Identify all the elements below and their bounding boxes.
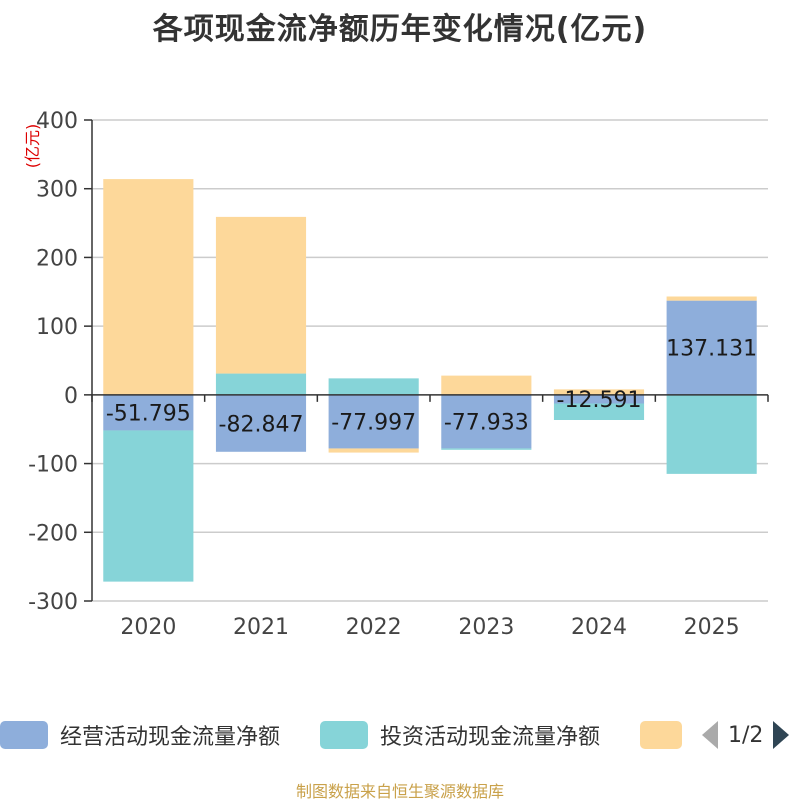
legend-swatch-investing <box>320 721 368 749</box>
legend-prev-icon[interactable] <box>702 721 718 749</box>
bar-series-1-2021 <box>215 373 307 395</box>
bar-series-2-2022 <box>328 448 419 453</box>
bar-series-0-2025 <box>666 300 757 395</box>
legend-pager: 1/2 <box>702 716 790 754</box>
bar-series-0-2023 <box>441 394 532 449</box>
chart-title: 各项现金流净额历年变化情况(亿元) <box>152 12 648 47</box>
y-tick-label: -100 <box>28 453 78 478</box>
bar-series-0-2024 <box>553 394 645 404</box>
bar-series-0-2020 <box>103 394 194 431</box>
bar-series-0-2022 <box>328 394 419 449</box>
bar-series-2-2025 <box>666 296 757 301</box>
y-tick-label: 400 <box>36 109 78 134</box>
bar-series-2-2020 <box>103 179 194 395</box>
legend-swatch-financing <box>640 721 682 749</box>
legend: 经营活动现金流量净额 投资活动现金流量净额 1/2 <box>0 716 800 754</box>
legend-swatch-operating <box>0 721 48 749</box>
x-tick-label: 2020 <box>120 615 176 640</box>
x-tick-label: 2021 <box>233 615 289 640</box>
bar-series-2-2023 <box>441 375 532 395</box>
bar-series-1-2025 <box>666 394 757 474</box>
x-tick-label: 2023 <box>458 615 514 640</box>
data-label: -51.795 <box>106 402 191 427</box>
chart-plot: 400 300 200 100 0 -100 -200 -300 (亿元) 2020 2021 202… <box>23 109 769 640</box>
bar-series-1-2024 <box>553 403 645 421</box>
bar-series-1-2022 <box>328 378 419 395</box>
x-tick-label: 2022 <box>346 615 402 640</box>
bar-series-1-2020 <box>103 430 194 582</box>
bar-series-1-2023 <box>441 448 532 450</box>
bar-series-0-2021 <box>215 394 307 452</box>
legend-item-financing[interactable] <box>640 716 694 754</box>
legend-label-investing: 投资活动现金流量净额 <box>380 725 601 750</box>
data-label: -12.591 <box>557 388 642 413</box>
legend-label-operating: 经营活动现金流量净额 <box>60 725 281 750</box>
data-label: -77.933 <box>444 411 529 436</box>
y-axis-label: (亿元) <box>23 124 42 169</box>
y-tick-label: 300 <box>36 178 78 203</box>
y-tick-label: 0 <box>64 384 78 409</box>
y-tick-label: -200 <box>28 521 78 546</box>
legend-next-icon[interactable] <box>773 721 790 749</box>
legend-item-investing[interactable]: 投资活动现金流量净额 <box>320 716 600 754</box>
data-label: 137.131 <box>666 337 757 362</box>
bar-series-2-2024 <box>553 389 645 395</box>
x-tick-label: 2025 <box>684 615 740 640</box>
legend-page-indicator: 1/2 <box>728 722 764 748</box>
y-tick-label: -300 <box>28 590 78 615</box>
y-tick-label: 100 <box>36 315 78 340</box>
data-label: -82.847 <box>219 412 304 437</box>
bar-series-2-2021 <box>215 216 307 374</box>
data-label: -77.997 <box>331 411 416 436</box>
source-note: 制图数据来自恒生聚源数据库 <box>295 782 504 801</box>
x-tick-label: 2024 <box>571 615 627 640</box>
y-tick-label: 200 <box>36 246 78 271</box>
legend-item-operating[interactable]: 经营活动现金流量净额 <box>0 716 280 754</box>
